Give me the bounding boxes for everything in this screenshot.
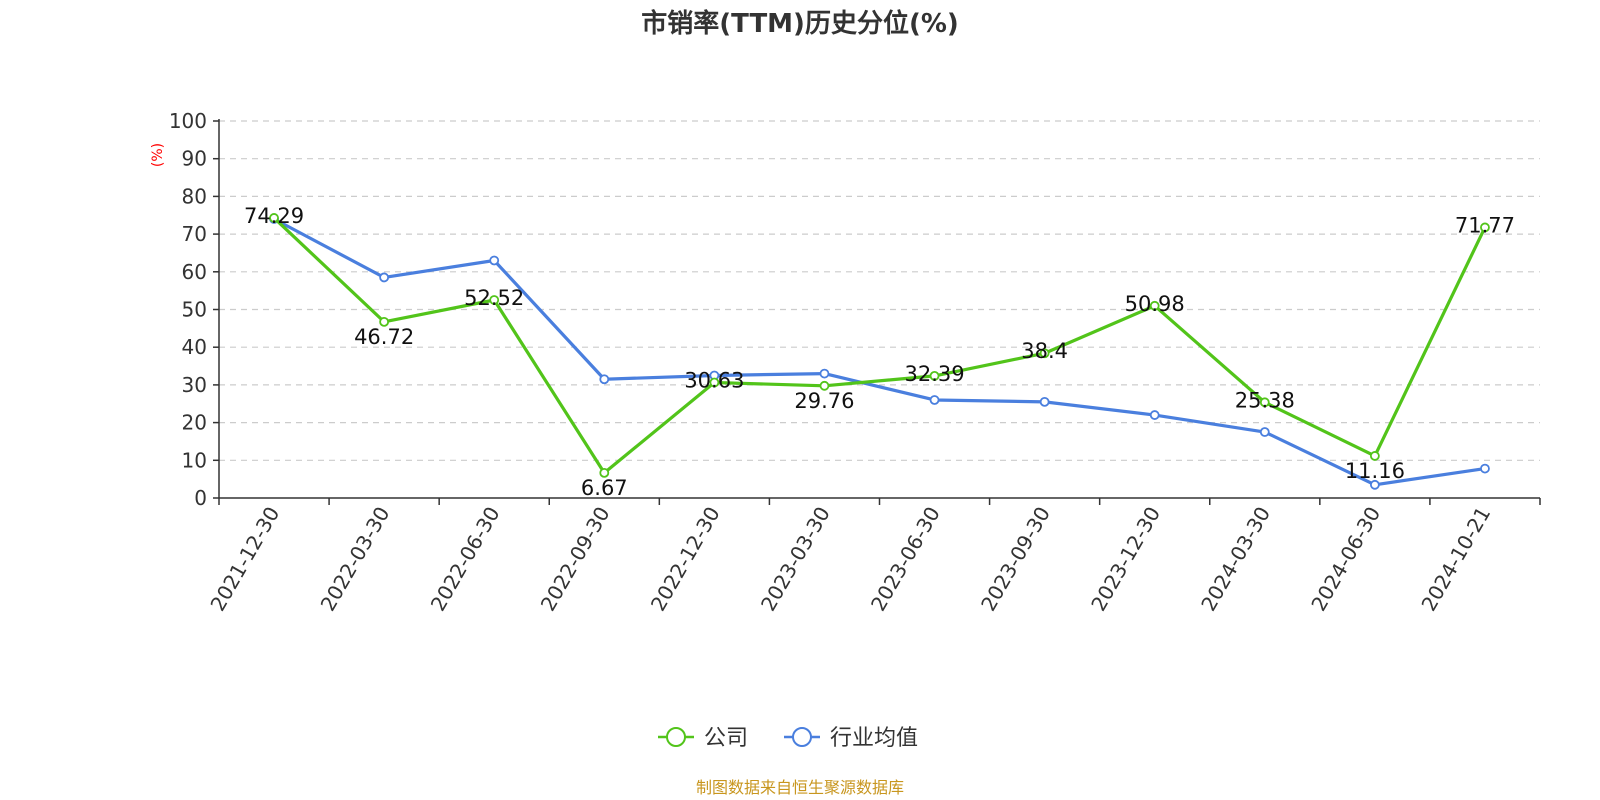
x-tick-labels: 2021-12-30 2022-03-30 2022-06-30 2022-09-30… [205, 503, 1495, 616]
legend-marker-1 [792, 727, 812, 747]
data-label-1: 46.72 [354, 325, 414, 349]
y-tick-labels: 0 10 20 30 40 50 60 70 80 90 100 [169, 109, 207, 510]
x-tick-label-6: 2023-06-30 [866, 503, 945, 616]
series-1-point-11 [1480, 463, 1490, 474]
y-tick-label-2: 20 [182, 411, 207, 435]
legend-label-1: 行业均值 [830, 726, 918, 751]
series-1-point-6 [929, 395, 940, 405]
series-lines [269, 213, 1490, 490]
series-line-1 [273, 217, 1486, 487]
data-label-7: 38.4 [1021, 339, 1068, 363]
series-0-point-0 [269, 213, 279, 223]
x-tick-label-4: 2022-12-30 [646, 503, 725, 616]
x-tick-label-7: 2023-09-30 [976, 503, 1055, 616]
x-tick-label-11: 2024-10-21 [1416, 503, 1495, 616]
axes [213, 119, 1541, 505]
x-tick-label-5: 2023-03-30 [756, 503, 835, 616]
x-tick-label-2: 2022-06-30 [426, 503, 505, 616]
series-1-point-1 [379, 272, 390, 283]
y-tick-label-1: 10 [182, 448, 207, 472]
x-tick-label-1: 2022-03-30 [316, 503, 395, 616]
data-label-8: 50.98 [1125, 292, 1185, 316]
source-note: 制图数据来自恒生聚源数据库 [696, 778, 904, 797]
y-tick-label-0: 0 [194, 486, 207, 510]
x-tick-label-0: 2021-12-30 [205, 503, 284, 616]
series-0-point-4 [709, 377, 720, 388]
series-0-point-10 [1369, 451, 1380, 461]
data-label-6: 32.39 [904, 362, 964, 386]
legend-marker-0 [666, 727, 686, 747]
series-0-point-5 [819, 380, 830, 391]
y-tick-label-7: 70 [182, 222, 207, 246]
x-tick-label-3: 2022-09-30 [536, 503, 615, 616]
y-tick-label-8: 80 [182, 184, 207, 208]
series-0-point-8 [1149, 300, 1160, 311]
data-label-4: 30.63 [684, 369, 744, 393]
data-label-11: 71.77 [1455, 213, 1515, 237]
series-0-point-7 [1039, 348, 1050, 359]
data-label-9: 25.38 [1235, 388, 1295, 412]
series-0-point-3 [599, 467, 610, 478]
y-tick-label-6: 60 [182, 260, 207, 284]
data-label-2: 52.52 [464, 286, 524, 310]
data-labels: 74.29 46.72 52.52 6.67 30.63 29.76 32.39 38.4 50… [244, 204, 1515, 500]
series-1-point-2 [489, 255, 500, 266]
series-line-0 [272, 216, 1487, 475]
y-tick-label-9: 90 [182, 147, 207, 171]
data-label-0: 74.29 [244, 204, 304, 228]
x-tick-label-8: 2023-12-30 [1086, 503, 1165, 616]
data-label-5: 29.76 [794, 389, 854, 413]
data-label-10: 11.16 [1345, 459, 1405, 483]
series-1-point-7 [1039, 396, 1050, 407]
x-tick-label-9: 2024-03-30 [1196, 503, 1275, 616]
series-0-point-9 [1259, 397, 1270, 408]
y-tick-label-5: 50 [182, 298, 207, 322]
series-0-point-11 [1480, 222, 1490, 233]
series-1-point-9 [1259, 427, 1270, 437]
series-1-point-8 [1149, 410, 1160, 420]
y-tick-label-10: 100 [169, 109, 207, 133]
x-tick-label-10: 2024-06-30 [1306, 503, 1385, 616]
series-1-point-10 [1369, 479, 1380, 490]
series-0-point-6 [929, 370, 940, 381]
legend[interactable]: 公司 行业均值 [658, 726, 918, 751]
grid-lines [219, 120, 1540, 461]
data-label-3: 6.67 [581, 476, 628, 500]
series-1-point-3 [599, 374, 610, 385]
series-0-point-2 [489, 295, 500, 305]
y-tick-label-3: 30 [182, 373, 207, 397]
chart-title: 市销率(TTM)历史分位(%) [641, 8, 959, 39]
y-tick-label-4: 40 [182, 335, 207, 359]
y-axis-label: (%) [150, 143, 166, 167]
series-1-point-5 [819, 368, 830, 379]
series-0-point-1 [379, 316, 390, 327]
legend-label-0: 公司 [704, 726, 748, 751]
